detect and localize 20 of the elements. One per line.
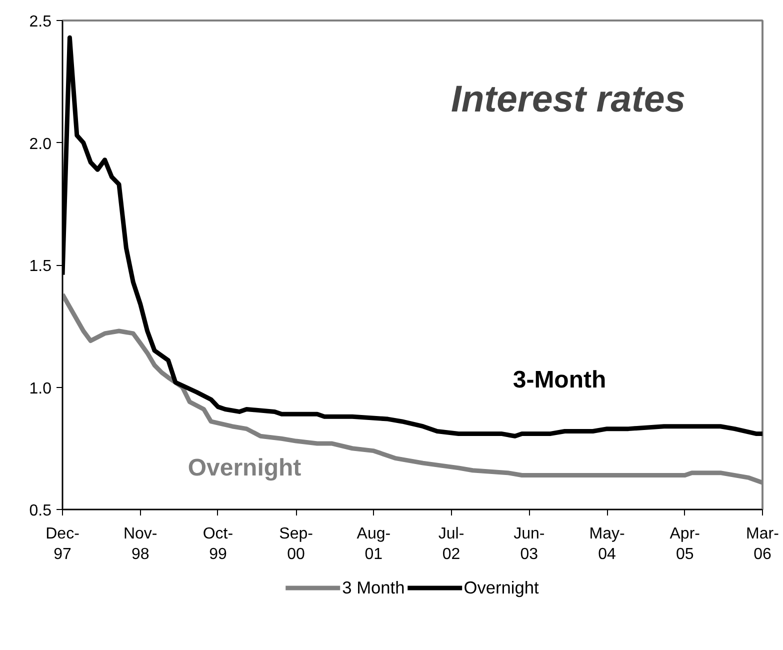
y-tick-label: 1.5	[29, 258, 52, 275]
y-tick-label: 1.0	[29, 380, 52, 398]
x-tick-label: Aug- 01	[356, 526, 391, 563]
x-tick-label: Oct- 99	[202, 526, 234, 563]
x-tick-label: May- 04	[589, 526, 625, 563]
x-tick-label: Jul- 02	[438, 526, 464, 563]
x-tick-label: Dec- 97	[46, 526, 80, 563]
y-tick-label: 2.0	[29, 136, 52, 153]
x-tick-label: Nov- 98	[123, 526, 158, 563]
x-tick-label: Jun- 03	[514, 526, 545, 563]
annotation: 3-Month	[512, 366, 606, 394]
x-tick-label: Mar- 06	[746, 526, 779, 563]
annotation: Overnight	[188, 454, 302, 482]
legend-label: 3 Month	[342, 577, 405, 598]
x-tick-label: Sep- 00	[279, 526, 313, 563]
y-tick-label: 2.5	[29, 14, 52, 30]
y-tick-label: 0.5	[29, 502, 52, 520]
text: Interest rates	[451, 78, 686, 120]
x-tick-label: Apr- 05	[670, 526, 700, 563]
legend-label: Overnight	[464, 577, 539, 598]
